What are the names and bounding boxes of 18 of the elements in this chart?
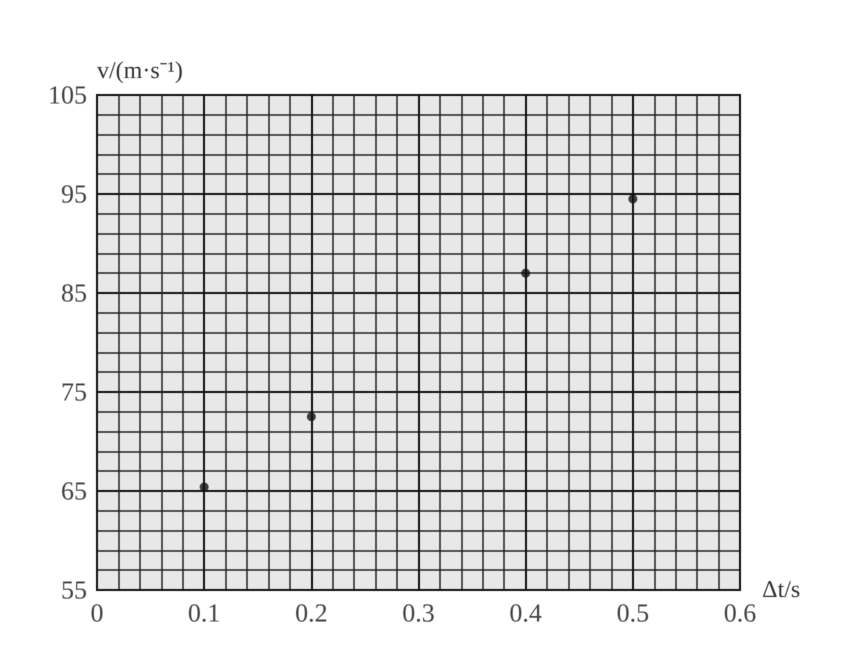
y-tick-label: 105 xyxy=(48,80,87,110)
x-tick-label: 0.6 xyxy=(724,598,756,628)
y-tick-label: 55 xyxy=(61,576,87,604)
x-tick-label: 0.1 xyxy=(188,598,220,628)
x-tick-label: 0 xyxy=(90,598,104,628)
x-tick-label: 0.4 xyxy=(509,598,542,628)
y-tick-label: 75 xyxy=(61,378,87,406)
point xyxy=(306,412,316,422)
y-axis-title: v/(m·s⁻¹) xyxy=(97,58,183,84)
y-tick-label: 65 xyxy=(61,476,87,506)
x-tick-label: 0.2 xyxy=(295,598,328,628)
point xyxy=(628,194,638,204)
x-axis-title: Δt/s xyxy=(762,577,800,603)
y-tick-label: 85 xyxy=(61,278,87,308)
x-tick-label: 0.3 xyxy=(402,598,435,628)
x-tick-label: 0.5 xyxy=(616,598,650,628)
point xyxy=(521,268,530,278)
y-tick-label: 95 xyxy=(61,180,87,208)
